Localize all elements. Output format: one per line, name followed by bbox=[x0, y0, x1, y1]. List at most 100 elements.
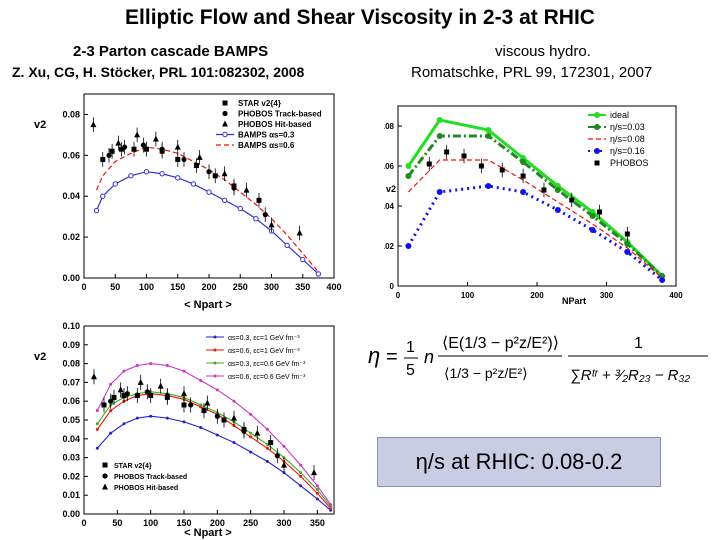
y-tick-label: 0.03 bbox=[62, 453, 80, 463]
x-tick-label: 150 bbox=[170, 282, 185, 292]
data-point bbox=[221, 417, 227, 423]
svg-text:1: 1 bbox=[634, 335, 643, 352]
formula-rate-sum: ∑Rᵗʳ + ³⁄₂R₂₃ − R₃₂ bbox=[570, 367, 690, 384]
x-tick-label: 300 bbox=[264, 282, 279, 292]
y-tick-label: 0.05 bbox=[62, 415, 80, 425]
data-point bbox=[199, 426, 203, 430]
data-point bbox=[106, 152, 112, 158]
data-point bbox=[520, 159, 527, 165]
data-point bbox=[299, 463, 303, 467]
legend-marker bbox=[213, 361, 217, 365]
data-point bbox=[122, 144, 128, 150]
data-point bbox=[554, 207, 561, 213]
data-point bbox=[101, 402, 107, 408]
series-line bbox=[96, 393, 332, 509]
data-point bbox=[206, 169, 212, 175]
data-point bbox=[256, 197, 262, 203]
x-tick-label: 150 bbox=[176, 518, 191, 528]
data-point bbox=[315, 484, 319, 488]
data-point bbox=[148, 393, 154, 399]
data-point bbox=[144, 389, 150, 395]
data-point bbox=[659, 277, 666, 283]
data-point bbox=[144, 146, 149, 152]
data-point bbox=[214, 413, 220, 419]
data-point bbox=[115, 139, 122, 146]
data-point bbox=[265, 427, 269, 431]
y-tick-label: 0.08 bbox=[384, 122, 395, 131]
hydro-v2-chart: 0 100 200 300 400 0 0.02 0.04 0.06 0.08 v2 NPart ide… bbox=[384, 105, 683, 306]
data-point bbox=[196, 153, 203, 160]
legend-label: STAR v2{4} bbox=[114, 463, 152, 470]
data-point bbox=[135, 416, 139, 420]
data-point bbox=[204, 399, 211, 406]
data-point bbox=[100, 156, 106, 162]
data-point bbox=[405, 173, 412, 179]
legend-label: αs=0.6, εc=1 GeV fm⁻³ bbox=[228, 348, 300, 355]
data-point bbox=[117, 386, 124, 393]
data-point bbox=[485, 127, 492, 133]
data-point bbox=[122, 422, 126, 426]
data-point bbox=[624, 231, 630, 237]
data-point bbox=[140, 142, 146, 148]
x-tick-label: 100 bbox=[143, 518, 158, 528]
x-tick-label: 0 bbox=[396, 291, 401, 300]
data-point bbox=[152, 135, 159, 142]
data-point bbox=[405, 163, 412, 169]
formula-five: 5 bbox=[406, 362, 415, 379]
data-point bbox=[436, 133, 443, 139]
data-point bbox=[315, 488, 319, 492]
series-line bbox=[96, 363, 332, 505]
data-point bbox=[597, 209, 603, 215]
slide-title: Elliptic Flow and Shear Viscosity in 2-3… bbox=[125, 6, 595, 29]
y-tick-label: 0.02 bbox=[384, 242, 395, 251]
x-tick-label: 300 bbox=[276, 518, 291, 528]
legend-marker bbox=[222, 131, 228, 138]
data-point bbox=[232, 399, 236, 403]
legend-label: PHOBOS Hit-based bbox=[238, 120, 311, 129]
data-point bbox=[112, 181, 118, 187]
legend-label: η/s=0.03 bbox=[610, 122, 645, 132]
formula-equals: = bbox=[386, 346, 398, 368]
data-point bbox=[206, 189, 212, 195]
data-point bbox=[124, 391, 130, 397]
data-point bbox=[253, 216, 259, 222]
data-point bbox=[436, 189, 443, 195]
data-point bbox=[299, 484, 303, 488]
data-point bbox=[296, 229, 303, 236]
y-tick-label: 0.06 bbox=[62, 396, 80, 406]
data-point bbox=[181, 390, 187, 397]
data-point bbox=[122, 369, 126, 373]
data-point bbox=[128, 173, 134, 179]
series-line bbox=[96, 391, 332, 507]
data-point bbox=[282, 471, 286, 475]
data-point bbox=[499, 167, 505, 173]
legend-marker bbox=[222, 110, 228, 117]
data-point bbox=[111, 394, 117, 400]
legend-label: PHOBOS bbox=[610, 158, 649, 168]
data-point bbox=[131, 146, 137, 152]
data-point bbox=[485, 133, 492, 139]
data-point bbox=[119, 146, 124, 152]
data-point bbox=[149, 362, 153, 366]
x-tick-label: 300 bbox=[600, 291, 614, 300]
legend-label: BAMPS αs=0.6 bbox=[238, 141, 295, 150]
data-point bbox=[265, 459, 269, 463]
formula-n: n bbox=[424, 347, 434, 367]
series-line bbox=[407, 118, 664, 278]
legend-marker bbox=[594, 112, 600, 118]
legend-marker bbox=[102, 483, 108, 490]
data-point bbox=[199, 403, 203, 407]
x-tick-label: 0 bbox=[81, 518, 86, 528]
y-tick-label: 0.04 bbox=[62, 434, 80, 444]
data-point bbox=[149, 414, 153, 418]
x-tick-label: 50 bbox=[110, 282, 120, 292]
data-point bbox=[274, 453, 280, 459]
data-point bbox=[541, 187, 547, 193]
x-tick-label: 200 bbox=[530, 291, 544, 300]
legend-label: η/s=0.16 bbox=[610, 146, 645, 156]
data-point bbox=[221, 197, 228, 204]
data-point bbox=[95, 409, 99, 413]
y-tick-label: 0.02 bbox=[62, 471, 80, 481]
data-point bbox=[143, 168, 150, 175]
data-point bbox=[164, 392, 170, 399]
